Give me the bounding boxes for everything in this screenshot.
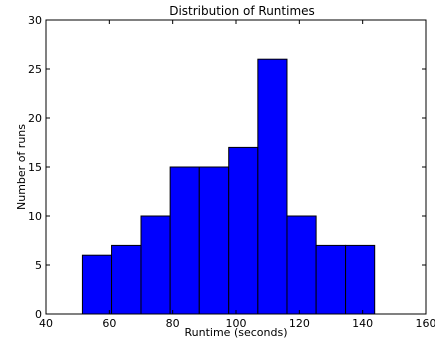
- x-axis-label: Runtime (seconds): [185, 326, 288, 339]
- histogram-bar: [170, 167, 199, 314]
- histogram-bar: [258, 59, 287, 314]
- histogram-bar: [316, 245, 345, 314]
- y-tick-label: 0: [35, 308, 42, 321]
- histogram-bar: [82, 255, 111, 314]
- bars-layer: [82, 59, 374, 314]
- y-tick-label: 20: [28, 112, 42, 125]
- x-tick-label: 140: [352, 317, 373, 330]
- chart-title: Distribution of Runtimes: [169, 4, 315, 18]
- histogram-bar: [141, 216, 170, 314]
- x-tick-label: 60: [102, 317, 116, 330]
- x-tick-label: 120: [289, 317, 310, 330]
- histogram-bar: [287, 216, 316, 314]
- histogram-bar: [229, 147, 258, 314]
- y-tick-label: 10: [28, 210, 42, 223]
- histogram-bar: [112, 245, 141, 314]
- y-tick-label: 5: [35, 259, 42, 272]
- y-tick-label: 25: [28, 63, 42, 76]
- x-tick-label: 160: [416, 317, 435, 330]
- x-tick-label: 80: [166, 317, 180, 330]
- y-tick-label: 30: [28, 14, 42, 27]
- histogram-bar: [199, 167, 228, 314]
- y-axis-label: Number of runs: [15, 124, 28, 210]
- histogram-bar: [346, 245, 375, 314]
- y-tick-label: 15: [28, 161, 42, 174]
